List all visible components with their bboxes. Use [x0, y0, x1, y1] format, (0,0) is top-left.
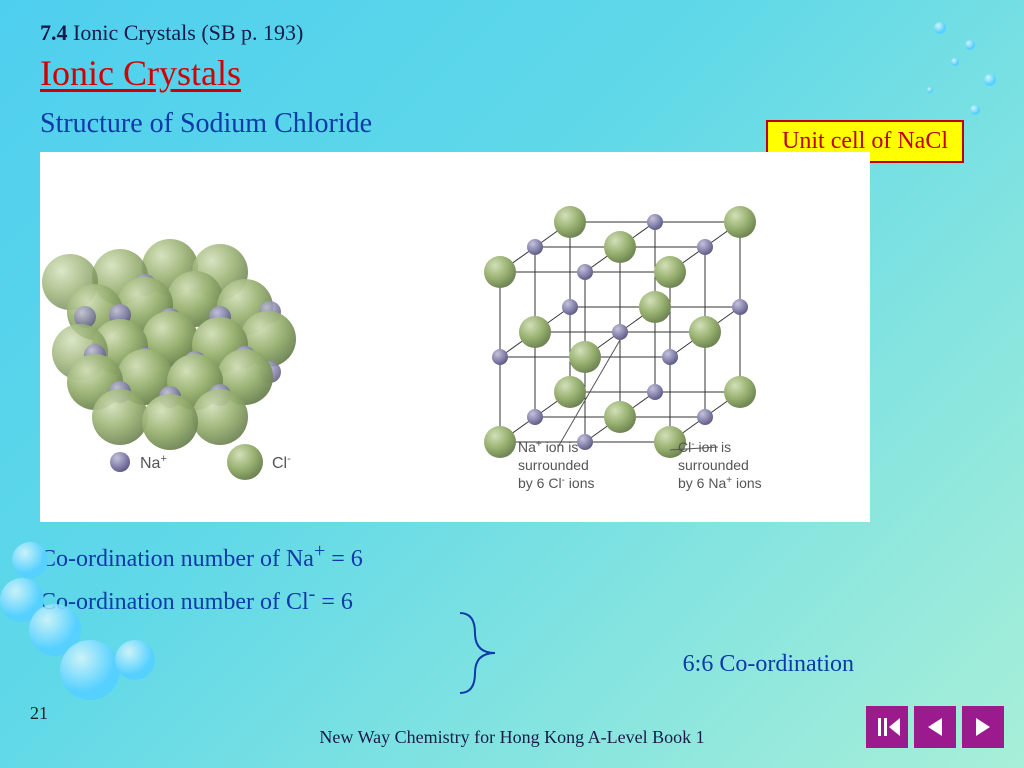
packed-model — [42, 239, 296, 450]
svg-text:Cl-: Cl- — [272, 453, 291, 472]
svg-text:by 6 Cl- ions: by 6 Cl- ions — [518, 475, 595, 491]
svg-text:Na+: Na+ — [140, 453, 167, 472]
svg-text:Na+ ion is: Na+ ion is — [518, 439, 578, 455]
nav-next-button[interactable] — [962, 706, 1004, 748]
svg-text:Cl- ion is: Cl- ion is — [678, 439, 731, 455]
coord-cl: Co-ordination number of Cl- = 6 — [40, 583, 984, 616]
svg-text:surrounded: surrounded — [678, 457, 749, 473]
page-title: Ionic Crystals — [40, 52, 984, 94]
nav-first-button[interactable] — [866, 706, 908, 748]
nav-prev-button[interactable] — [914, 706, 956, 748]
section-ref: 7.4 Ionic Crystals (SB p. 193) — [40, 20, 984, 46]
slide-number: 21 — [30, 703, 48, 724]
lattice-model — [484, 206, 756, 458]
brace-icon — [450, 608, 510, 698]
svg-text:by 6 Na+ ions: by 6 Na+ ions — [678, 475, 762, 491]
coord-summary: 6:6 Co-ordination — [683, 651, 854, 678]
svg-text:surrounded: surrounded — [518, 457, 589, 473]
crystal-diagram: Na+ Cl- Na+ ion is surrounded by 6 Cl- ion… — [40, 152, 870, 522]
nav-buttons — [866, 706, 1004, 748]
footer-text: New Way Chemistry for Hong Kong A-Level … — [319, 727, 704, 748]
figure-panel: Na+ Cl- Na+ ion is surrounded by 6 Cl- ion… — [40, 152, 870, 522]
coordination-text: Co-ordination number of Na+ = 6 Co-ordin… — [40, 540, 984, 616]
coord-na: Co-ordination number of Na+ = 6 — [40, 540, 984, 573]
